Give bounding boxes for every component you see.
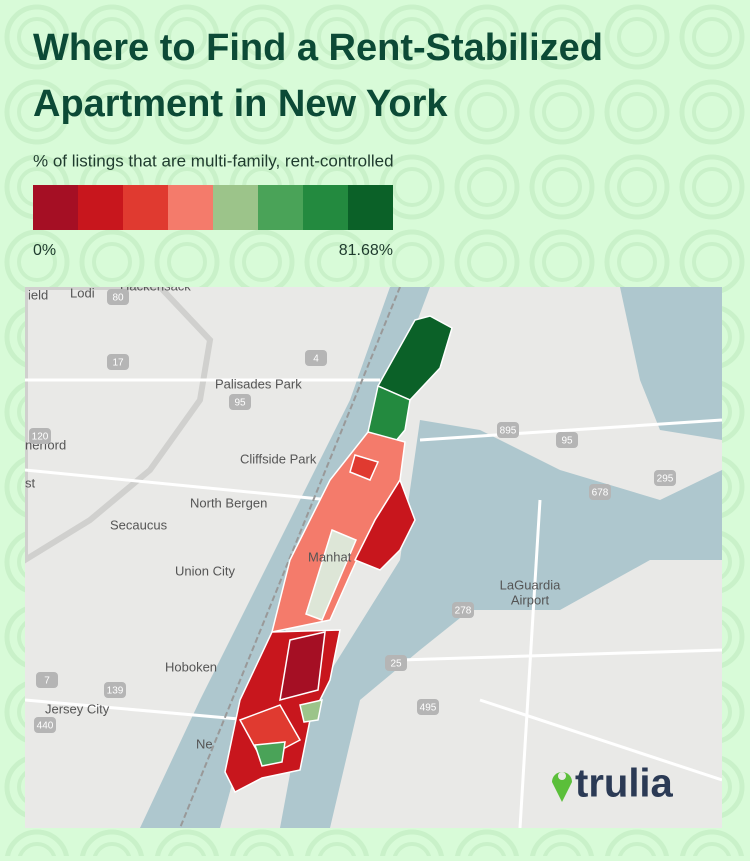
shield-badge [29, 428, 51, 444]
place-label: LaGuardia [500, 577, 561, 592]
shield-badge [305, 350, 327, 366]
shield-badge [229, 394, 251, 410]
legend-swatch [348, 185, 393, 230]
shield-badge [452, 602, 474, 618]
park [305, 528, 357, 621]
shield-badge [104, 682, 126, 698]
legend-swatch [213, 185, 258, 230]
shield-label: 895 [500, 426, 517, 437]
place-label: Hoboken [165, 659, 217, 674]
shield-badge [654, 470, 676, 486]
region [353, 478, 416, 571]
rail [179, 287, 401, 828]
logo-text: trulia [575, 762, 674, 806]
shield-label: 7 [44, 676, 50, 687]
map: ield Lodi Hackensack Palisades Park Clif… [25, 278, 722, 828]
shield-label: 139 [107, 686, 124, 697]
shield-badge [107, 354, 129, 370]
place-label: st [25, 475, 36, 490]
place-label: ield [28, 287, 48, 302]
shield-label: 95 [561, 436, 573, 447]
shields: 80 95 17 4 120 895 95 295 678 278 25 495 7 139 440 [29, 289, 676, 733]
shield-label: 25 [390, 659, 402, 670]
shield-badge [385, 655, 407, 671]
shield-badge [589, 484, 611, 500]
hudson-river [140, 287, 430, 828]
manhattan [224, 315, 453, 794]
legend-swatch [258, 185, 303, 230]
subtitle: % of listings that are multi-family, ren… [33, 151, 394, 170]
legend-swatch [33, 185, 78, 230]
shield-label: 4 [313, 354, 319, 365]
place-label: Union City [175, 563, 235, 578]
place-label: North Bergen [190, 495, 267, 510]
legend-swatch [168, 185, 213, 230]
region [299, 699, 323, 723]
shield-label: 278 [455, 606, 472, 617]
place-label: Hackensack [120, 278, 191, 293]
shield-badge [107, 289, 129, 305]
shield-label: 295 [657, 474, 674, 485]
title-line: Apartment in New York [33, 83, 448, 125]
shield-badge [417, 699, 439, 715]
region [253, 741, 286, 767]
shield-label: 678 [592, 488, 609, 499]
shield-badge [556, 432, 578, 448]
shield-label: 495 [420, 703, 437, 714]
place-label: Manhat [308, 549, 352, 564]
place-label: Secaucus [110, 517, 168, 532]
place-label: Lodi [70, 285, 95, 300]
shield-badge [34, 717, 56, 733]
place-label: Cliffside Park [240, 451, 317, 466]
place-label: Ne [196, 736, 213, 751]
logo-pin [552, 772, 572, 802]
east-river [280, 420, 722, 828]
legend-min: 0% [33, 242, 56, 259]
shield-label: 95 [234, 398, 246, 409]
road [25, 287, 214, 564]
legend-swatch [78, 185, 123, 230]
legend [33, 185, 393, 230]
legend-max: 81.68% [339, 242, 393, 259]
region [367, 384, 411, 443]
region [349, 454, 380, 481]
place-label: Airport [511, 592, 550, 607]
road [25, 378, 722, 828]
shield-label: 80 [112, 293, 124, 304]
shield-label: 17 [112, 358, 124, 369]
shield-badge [497, 422, 519, 438]
shield-label: 440 [37, 721, 54, 732]
shield-badge [36, 672, 58, 688]
legend-swatch [123, 185, 168, 230]
place-label: Palisades Park [215, 376, 302, 391]
sound [620, 287, 722, 440]
region [279, 631, 326, 702]
shield-label: 120 [32, 432, 49, 443]
logo-pin-hole [558, 772, 566, 780]
logo: trulia [552, 762, 674, 806]
place-label: Jersey City [45, 701, 110, 716]
legend-swatch [303, 185, 348, 230]
title-line: Where to Find a Rent-Stabilized [33, 27, 603, 69]
